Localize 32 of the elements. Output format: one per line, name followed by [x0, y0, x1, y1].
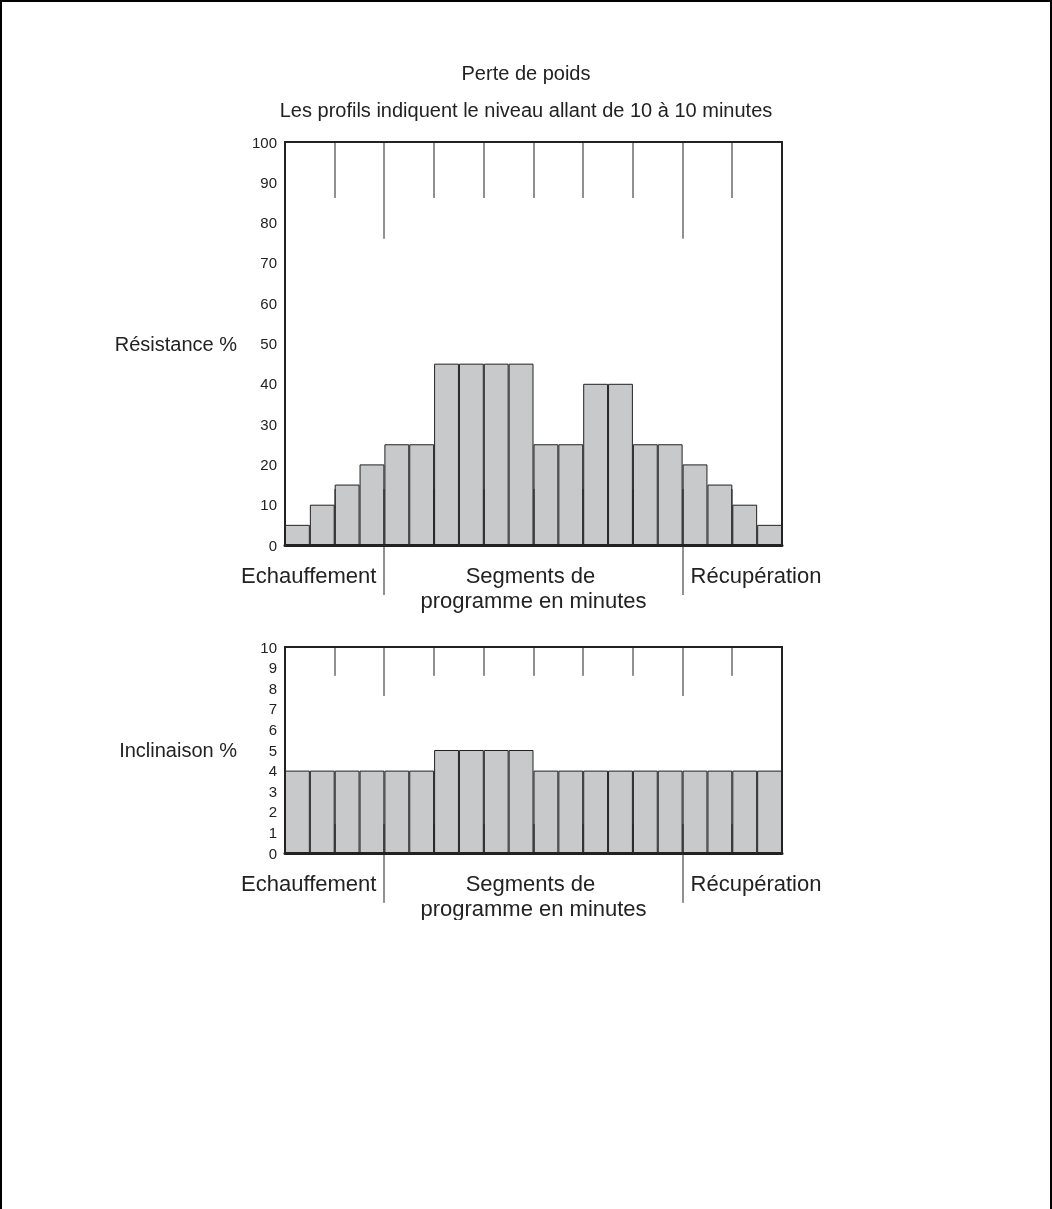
- y-tick-label: 50: [260, 335, 277, 352]
- y-tick-label: 1: [268, 823, 277, 841]
- y-axis-title: Inclinaison %: [119, 739, 238, 761]
- y-tick-label: 60: [260, 294, 277, 312]
- y-tick-label: 70: [260, 254, 277, 272]
- text: Récupération: [690, 563, 822, 588]
- chart-title: Perte de poids: [461, 62, 591, 84]
- y-tick-label: 40: [260, 375, 277, 393]
- x-axis-title: Segments de programme en minutes: [420, 871, 647, 921]
- chart-subtitle: Les profils indiquent le niveau allant de 10 à 10 minutes: [279, 99, 773, 121]
- y-tick-label: 4: [268, 762, 277, 780]
- y-tick-label: 0: [268, 536, 277, 554]
- y-tick-label: 10: [260, 496, 277, 514]
- text: Récupération: [690, 871, 822, 896]
- y-tick-label: 9: [268, 659, 277, 677]
- y-tick-label: 90: [260, 173, 277, 191]
- y-tick-label: 8: [268, 679, 277, 697]
- text: Echauffement: [241, 563, 377, 588]
- y-tick-label: 20: [260, 455, 277, 473]
- text: Echauffement: [241, 871, 377, 896]
- x-axis-title: Segments de programme en minutes: [420, 563, 647, 613]
- y-tick-label: 100: [251, 133, 277, 151]
- y-tick-label: 10: [260, 638, 277, 656]
- y-tick-label: 80: [260, 214, 277, 232]
- y-tick-label: 0: [268, 844, 277, 862]
- y-tick-label: 3: [268, 782, 277, 800]
- y-tick-label: 6: [268, 720, 277, 738]
- y-tick-label: 7: [268, 700, 277, 718]
- y-tick-label: 2: [268, 803, 277, 821]
- y-tick-label: 30: [260, 415, 277, 433]
- y-tick-label: 5: [268, 741, 277, 759]
- y-axis-title: Résistance %: [114, 332, 238, 355]
